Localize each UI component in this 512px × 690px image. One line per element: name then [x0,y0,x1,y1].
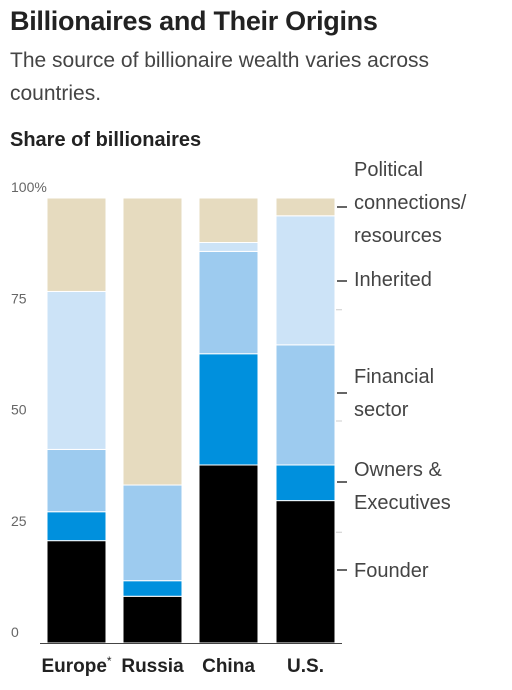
bar-segment [122,197,183,486]
legend-label: Owners & [354,459,442,481]
legend-label: Political [354,159,423,181]
bar-segment [198,464,259,644]
bar-segment [46,540,107,644]
bar-segment [275,464,336,502]
y-tick-label: 50 [11,402,27,418]
y-tick-label: 100% [11,179,47,195]
x-category-label: China [202,656,255,677]
legend-label: resources [354,225,442,247]
bar-segment [198,250,259,355]
chart-subtitle: The source of billionaire wealth varies … [10,49,430,105]
y-tick-label: 0 [11,624,19,640]
bar-segment [122,580,183,597]
y-tick-label: 75 [11,290,27,306]
chart-title: Billionaires and Their Origins [10,6,378,36]
bar-segment [275,344,336,466]
legend-label: sector [354,399,409,421]
bar-segment [122,595,183,644]
bar-segment [198,197,259,243]
bar-segment [275,215,336,346]
bar-segment [275,500,336,644]
x-category-label: Europe* [41,654,111,677]
bar-segment [46,448,107,513]
y-axis-label: Share of billionaires [10,129,202,151]
y-tick-label: 25 [11,513,27,529]
bar-segment [275,197,336,217]
x-category-label: Russia [121,656,184,677]
legend-label: Executives [354,492,451,514]
bar-segment [46,290,107,450]
legend-label: connections/ [354,192,467,214]
legend-label: Financial [354,366,434,388]
bar-segment [198,353,259,466]
bar-segment [46,197,107,292]
footnote-marker: * [107,654,112,668]
legend-label: Inherited [354,269,432,291]
x-category-label: U.S. [287,656,324,677]
bar-segment [198,242,259,252]
bar-segment [122,484,183,582]
bar-segment [46,511,107,542]
legend-label: Founder [354,560,429,582]
